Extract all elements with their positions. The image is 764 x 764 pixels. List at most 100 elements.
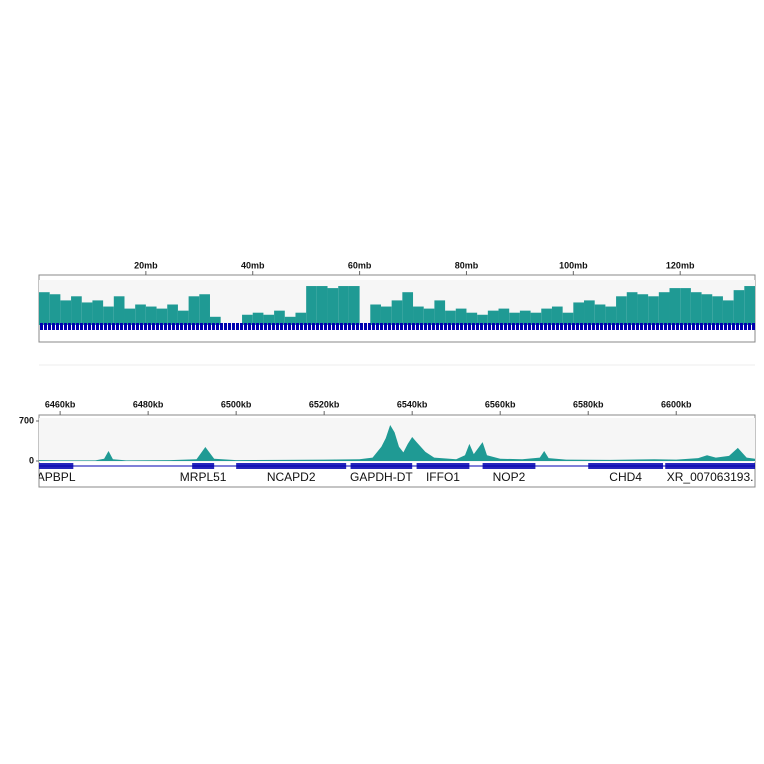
coverage-bar: [60, 300, 72, 325]
gene-label: IFFO1: [426, 470, 460, 484]
x-tick-label: 6580kb: [573, 399, 604, 409]
coverage-bar: [71, 296, 82, 325]
x-tick-label: 120mb: [666, 260, 695, 270]
coverage-bar: [701, 294, 713, 325]
x-tick-label: 6520kb: [309, 399, 340, 409]
coverage-bar: [209, 316, 221, 325]
coverage-bar: [402, 292, 414, 325]
coverage-bar: [722, 300, 734, 325]
coverage-bar: [135, 304, 146, 325]
coverage-bar: [466, 312, 478, 325]
gene-block: [588, 463, 664, 469]
coverage-bar: [680, 288, 691, 325]
coverage-bar: [626, 292, 638, 325]
coverage-bar: [316, 286, 328, 325]
x-tick-label: 6600kb: [661, 399, 692, 409]
gene-block: [39, 463, 74, 469]
x-tick-label: 6480kb: [133, 399, 164, 409]
coverage-bar: [348, 286, 360, 325]
gene-density: [39, 323, 755, 330]
coverage-bar: [252, 312, 264, 325]
coverage-bar: [167, 304, 178, 325]
coverage-bar: [199, 294, 210, 325]
detail-track: APBPL MRPL51 NCAPD2 GAPDH-DT IFFO1 NOP2 CHD4 XR…: [37, 425, 755, 484]
gene-block: [350, 463, 413, 469]
coverage-bar: [242, 314, 253, 325]
x-tick-label: 6500kb: [221, 399, 252, 409]
gene-block: [416, 463, 470, 469]
coverage-bar: [551, 306, 563, 325]
coverage-bar: [669, 288, 681, 325]
coverage-bar: [658, 292, 670, 325]
gene-label: XR_007063193.: [667, 470, 754, 484]
coverage-bar: [92, 300, 104, 325]
x-tick-label: 6460kb: [45, 399, 76, 409]
y-tick-label: 700: [19, 415, 34, 425]
coverage-bar: [49, 294, 61, 325]
coverage-bar: [295, 312, 307, 325]
coverage-bar: [391, 300, 403, 325]
gene-label: NCAPD2: [267, 470, 316, 484]
coverage-bar: [477, 314, 488, 325]
coverage-bar: [584, 300, 595, 325]
coverage-bar: [487, 310, 499, 325]
coverage-bar: [284, 316, 296, 325]
coverage-bar: [145, 306, 157, 325]
x-tick-label: 6560kb: [485, 399, 516, 409]
coverage-bar: [263, 314, 275, 325]
gene-block: [665, 463, 755, 469]
x-tick-label: 20mb: [134, 260, 158, 270]
coverage-bar: [113, 296, 125, 325]
coverage-bar: [306, 286, 317, 325]
coverage-bar: [519, 310, 531, 325]
overview-track: [39, 286, 755, 330]
coverage-bar: [413, 306, 424, 325]
coverage-bar: [744, 286, 755, 325]
x-tick-label: 100mb: [559, 260, 588, 270]
coverage-bar: [445, 310, 456, 325]
gene-label: NOP2: [493, 470, 526, 484]
coverage-bar: [573, 302, 585, 325]
coverage-bar: [637, 294, 649, 325]
coverage-bar: [156, 308, 168, 325]
coverage-bar: [177, 310, 189, 325]
coverage-bar: [39, 292, 50, 325]
coverage-bar: [648, 296, 659, 325]
axes: 20mb 40mb 60mb 80mb 100mb 120mb 6460kb 6480kb 65…: [19, 260, 695, 465]
coverage-bar: [733, 290, 745, 325]
x-tick-label: 6540kb: [397, 399, 428, 409]
coverage-bar: [380, 306, 392, 325]
coverage-bar: [594, 304, 606, 325]
gene-label: MRPL51: [180, 470, 227, 484]
gene-block: [236, 463, 347, 469]
coverage-bar: [455, 308, 467, 325]
coverage-bar: [605, 306, 617, 325]
coverage-bar: [616, 296, 627, 325]
y-tick-label: 0: [29, 455, 34, 465]
coverage-bar: [509, 312, 520, 325]
coverage-bar: [562, 312, 574, 325]
coverage-bar: [81, 302, 93, 325]
coverage-bar: [434, 300, 446, 325]
coverage-bar: [530, 312, 542, 325]
gene-label: APBPL: [37, 470, 76, 484]
coverage-bar: [274, 310, 285, 325]
coverage-bar: [498, 308, 510, 325]
gene-block: [192, 463, 215, 469]
gene-label: GAPDH-DT: [350, 470, 413, 484]
x-tick-label: 80mb: [455, 260, 479, 270]
gene-label: CHD4: [609, 470, 642, 484]
gene-block: [482, 463, 536, 469]
coverage-bar: [338, 286, 349, 325]
coverage-bar: [690, 292, 702, 325]
coverage-bar: [370, 304, 381, 325]
coverage-area: [39, 425, 755, 461]
x-tick-label: 40mb: [241, 260, 265, 270]
coverage-bar: [541, 308, 552, 325]
coverage-bar: [327, 288, 339, 325]
coverage-bar: [188, 296, 200, 325]
coverage-bar: [712, 296, 723, 325]
coverage-bar: [423, 308, 435, 325]
